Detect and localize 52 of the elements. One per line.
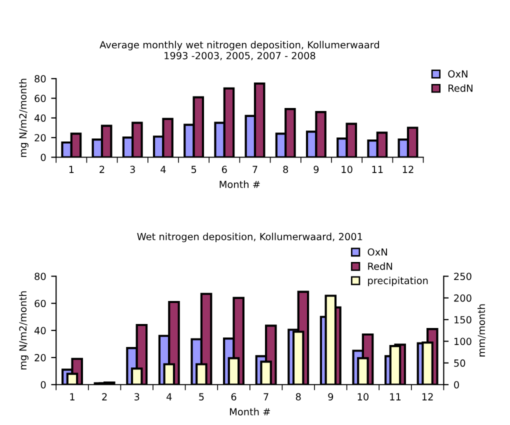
y2-tick-label: 50 [454, 359, 466, 367]
x-tick-label: 6 [222, 166, 227, 174]
y-tick-label: 80 [34, 272, 46, 280]
x-tick-label: 5 [191, 166, 196, 174]
chart-title: Wet nitrogen deposition, Kollumerwaard, 2001 [137, 232, 362, 242]
legend-label: precipitation [368, 276, 428, 286]
y-tick-label: 60 [34, 300, 46, 308]
x-tick-label: 7 [264, 393, 268, 400]
y-tick-label: 40 [34, 114, 46, 122]
y-tick-label: 0 [40, 381, 46, 388]
x-tick-label: 2 [100, 166, 104, 173]
x-tick-label: 3 [134, 393, 140, 400]
x-tick-label: 8 [283, 166, 288, 174]
x-tick-label: 1 [70, 393, 74, 400]
legend-label: RedN [368, 262, 392, 270]
y-tick-label: 20 [34, 354, 46, 362]
x-axis-title: Month # [220, 180, 260, 188]
y2-tick-label: 200 [454, 294, 472, 302]
y-axis-title: mg N/m2/month [19, 291, 28, 370]
y-axis-title: mg N/m2/month [19, 78, 28, 157]
x-tick-label: 1 [69, 166, 74, 173]
x-tick-label: 4 [166, 393, 172, 400]
x-tick-label: 7 [252, 166, 258, 173]
y2-tick-label: 150 [454, 316, 472, 324]
x-tick-label: 11 [390, 393, 401, 400]
x-tick-label: 8 [296, 393, 301, 400]
y2-axis-title: mm/month [478, 304, 486, 356]
y-tick-label: 0 [40, 154, 46, 162]
x-tick-label: 12 [402, 166, 414, 173]
legend-label: RedN [448, 84, 472, 92]
x-tick-label: 11 [372, 166, 383, 173]
x-tick-label: 10 [342, 166, 352, 174]
legend-label: OxN [448, 70, 468, 78]
x-tick-label: 9 [328, 393, 334, 400]
y2-tick-label: 100 [454, 338, 472, 346]
y-tick-label: 40 [34, 326, 46, 334]
y-tick-label: 20 [34, 134, 46, 142]
y-tick-label: 80 [34, 75, 46, 82]
x-tick-label: 6 [231, 393, 236, 400]
y-tick-label: 60 [34, 94, 46, 102]
x-tick-label: 5 [199, 393, 204, 400]
chart-title: Average monthly wet nitrogen deposition, Kollumerwaard 1993 -2003, 2005, 2007 - 2008 [100, 40, 379, 60]
y2-tick-label: 250 [454, 272, 472, 280]
x-tick-label: 4 [160, 166, 166, 173]
legend-label: OxN [368, 248, 387, 256]
x-tick-label: 3 [130, 166, 135, 174]
x-tick-label: 9 [314, 166, 319, 174]
x-axis-title: Month # [230, 408, 270, 416]
x-tick-label: 12 [422, 393, 433, 400]
x-tick-label: 10 [358, 393, 368, 400]
y2-tick-label: 0 [454, 381, 459, 388]
x-tick-label: 2 [102, 393, 107, 400]
